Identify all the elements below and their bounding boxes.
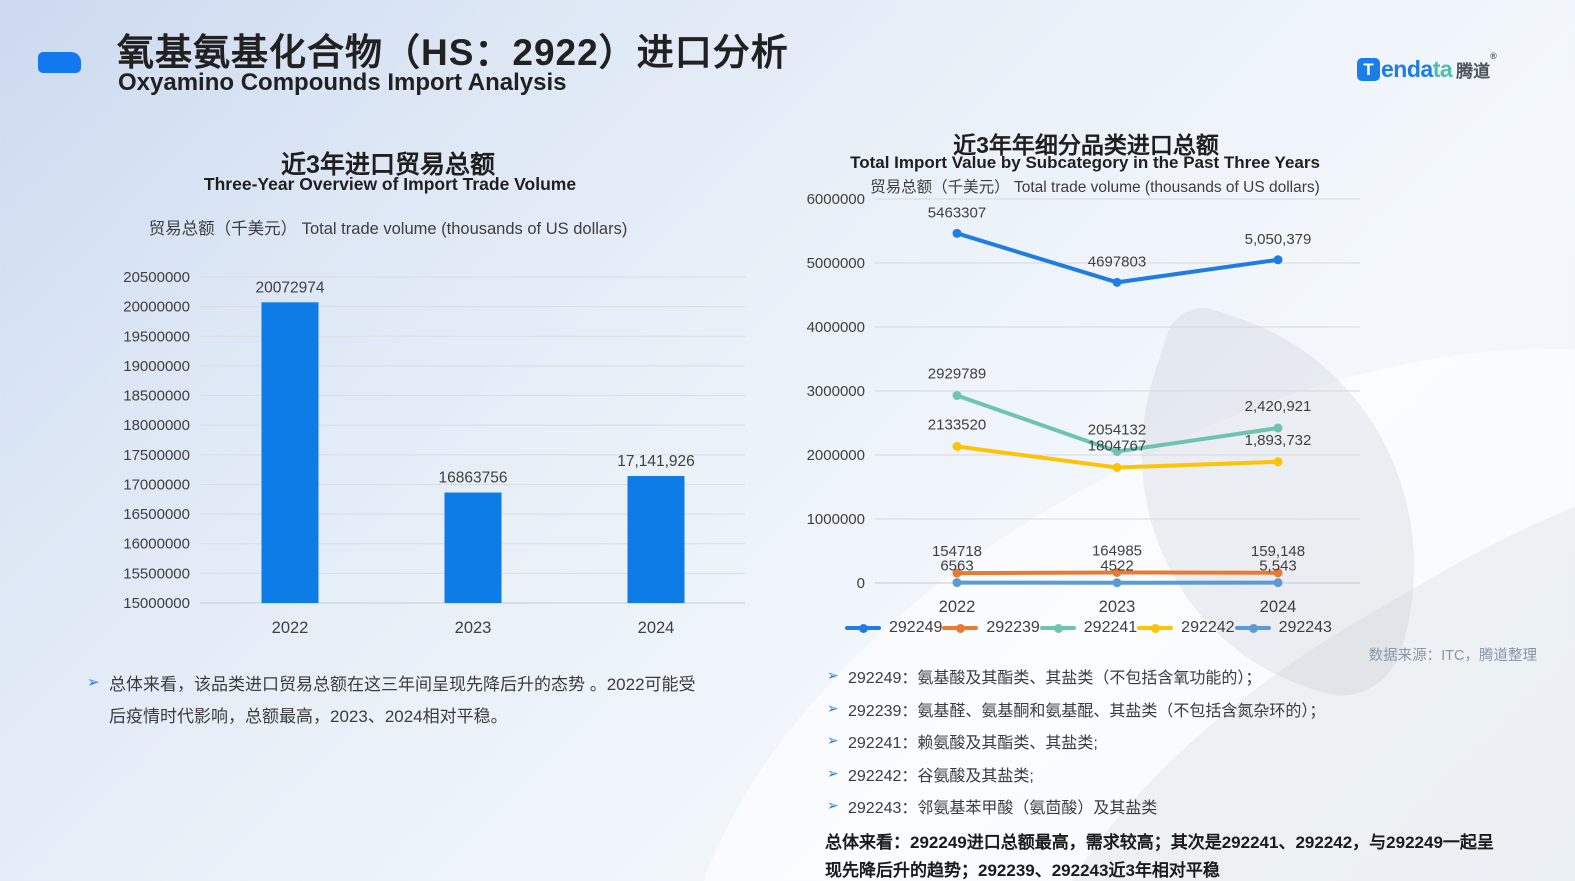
svg-text:2023: 2023 [455, 619, 492, 637]
legend-label: 292243 [1278, 619, 1332, 636]
right-chart-axis-caption: 贸易总额（千美元） Total trade volume (thousands … [870, 179, 1320, 196]
bar-2022 [261, 302, 319, 603]
right-chart-title-en: Total Import Value by Subcategory in the… [850, 153, 1320, 172]
legend-label: 292241 [1083, 619, 1138, 636]
bullet-icon: ➢ [827, 765, 839, 781]
legend-item-292239: 292239 [942, 619, 1040, 637]
page-title: 氧基氨基化合物（HS：2922）进口分析 [117, 32, 789, 73]
legend-item-292243: 292243 [1234, 619, 1332, 637]
legend-label: 292239 [986, 619, 1040, 636]
bullet-292241: 292241：赖氨酸及其酯类、其盐类; [848, 735, 1098, 752]
right-chart-title-cn: 近3年年细分品类进口总额 [953, 132, 1219, 158]
svg-text:20072974: 20072974 [256, 279, 325, 296]
svg-text:16000000: 16000000 [123, 536, 190, 553]
left-note-line1: 总体来看，该品类进口贸易总额在这三年间呈现先降后升的态势 。2022可能受 [109, 675, 696, 694]
page-subtitle: Oxyamino Compounds Import Analysis [118, 69, 567, 96]
data-source-note: 数据来源：ITC，腾道整理 [1368, 648, 1537, 664]
bullet-292249: 292249：氨基酸及其酯类、其盐类（不包括含氧功能的）； [848, 670, 1262, 687]
left-chart-title-en: Three-Year Overview of Import Trade Volu… [203, 174, 577, 194]
bar-2023 [444, 492, 502, 603]
legend-label: 292242 [1181, 619, 1235, 636]
bullet-icon: ➢ [827, 797, 839, 813]
svg-text:17000000: 17000000 [123, 476, 190, 493]
bullet-292242: 292242：谷氨酸及其盐类; [848, 768, 1034, 785]
legend-item-292249: 292249 [845, 619, 942, 637]
left-chart-axis-caption: 贸易总额（千美元） Total trade volume (thousands … [148, 220, 628, 238]
left-note-line2: 后疫情时代影响，总额最高，2023、2024相对平稳。 [109, 707, 508, 726]
svg-text:20000000: 20000000 [123, 299, 190, 316]
bullet-icon: ➢ [827, 700, 839, 716]
right-summary-line1: 总体来看：292249进口总额最高，需求较高；其次是292241、292242，… [825, 833, 1494, 852]
logo-text-blue: enda [1381, 56, 1433, 82]
svg-text:19500000: 19500000 [123, 328, 190, 345]
left-note-bullet-icon: ➢ [87, 674, 100, 691]
svg-text:16863756: 16863756 [439, 470, 508, 487]
bullet-292239: 292239：氨基醛、氨基酮和氨基醌、其盐类（不包括含氮杂环的）； [848, 703, 1326, 720]
legend-label: 292249 [889, 619, 943, 636]
legend-marker-icon [1234, 623, 1271, 633]
svg-text:19000000: 19000000 [123, 358, 190, 375]
legend-marker-icon [942, 623, 979, 633]
legend-marker-icon [1039, 623, 1076, 633]
legend-item-292242: 292242 [1137, 619, 1235, 637]
svg-text:17500000: 17500000 [123, 447, 190, 464]
title-accent-block [38, 52, 81, 73]
tendata-logo: T endata 腾道® [1357, 51, 1497, 83]
logo-chinese-text: 腾道® [1456, 51, 1497, 81]
logo-text-teal: ta [1432, 56, 1453, 82]
line-chart-legend: 292249 292239 292241 292242 292243 [845, 619, 1332, 637]
bullet-icon: ➢ [827, 667, 839, 683]
svg-text:15500000: 15500000 [123, 565, 190, 582]
bullet-icon: ➢ [827, 732, 839, 748]
registered-mark: ® [1490, 51, 1497, 61]
left-chart-title-cn: 近3年进口贸易总额 [281, 151, 495, 179]
bullet-292243: 292243：邻氨基苯甲酸（氨茴酸）及其盐类 [848, 800, 1158, 817]
legend-marker-icon [845, 623, 881, 633]
legend-marker-icon [1137, 623, 1174, 633]
legend-item-292241: 292241 [1039, 619, 1138, 637]
right-summary-line2: 现先降后升的趋势；292239、292243近3年相对平稳 [825, 861, 1220, 880]
svg-text:18000000: 18000000 [123, 417, 190, 434]
svg-text:15000000: 15000000 [123, 595, 190, 612]
svg-text:2022: 2022 [272, 619, 309, 637]
svg-text:16500000: 16500000 [123, 506, 190, 523]
svg-text:20500000: 20500000 [123, 269, 190, 286]
tendata-logo-word: endata [1381, 56, 1453, 83]
tendata-logo-icon: T [1357, 58, 1380, 81]
svg-text:18500000: 18500000 [123, 388, 190, 405]
